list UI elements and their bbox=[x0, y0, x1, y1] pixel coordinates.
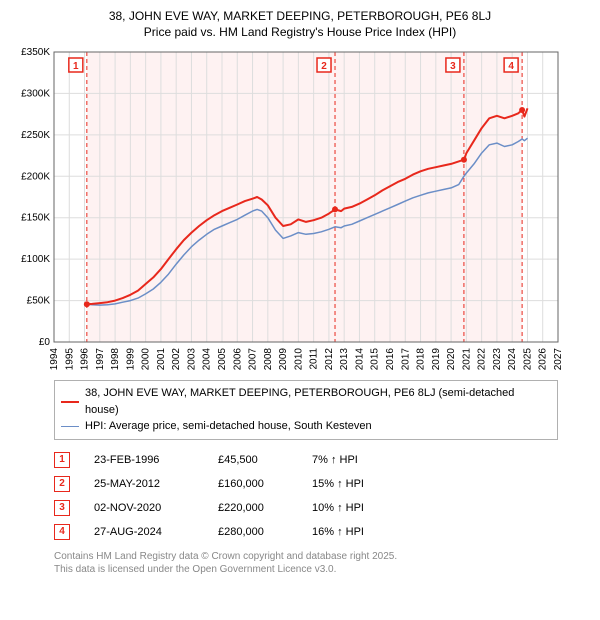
svg-text:2013: 2013 bbox=[339, 348, 350, 371]
svg-text:2017: 2017 bbox=[400, 348, 411, 371]
legend-label: HPI: Average price, semi-detached house,… bbox=[85, 418, 372, 435]
svg-text:2015: 2015 bbox=[370, 348, 381, 371]
transaction-pct: 15% ↑ HPI bbox=[312, 478, 402, 490]
title-line-2: Price paid vs. HM Land Registry's House … bbox=[12, 24, 588, 40]
svg-text:2011: 2011 bbox=[309, 348, 320, 370]
legend-swatch bbox=[61, 426, 79, 427]
svg-text:2009: 2009 bbox=[278, 348, 289, 371]
svg-text:2025: 2025 bbox=[522, 348, 533, 371]
transaction-price: £160,000 bbox=[218, 478, 288, 490]
svg-text:2006: 2006 bbox=[232, 348, 243, 371]
transaction-row: 1 23-FEB-1996 £45,500 7% ↑ HPI bbox=[54, 448, 588, 472]
transaction-badge: 4 bbox=[54, 524, 70, 540]
transaction-pct: 16% ↑ HPI bbox=[312, 526, 402, 538]
svg-text:2005: 2005 bbox=[217, 348, 228, 371]
svg-text:1997: 1997 bbox=[95, 348, 106, 371]
svg-text:2018: 2018 bbox=[416, 348, 427, 371]
svg-text:£300K: £300K bbox=[21, 89, 50, 100]
svg-text:£200K: £200K bbox=[21, 172, 50, 183]
svg-text:£50K: £50K bbox=[27, 296, 51, 307]
transaction-row: 2 25-MAY-2012 £160,000 15% ↑ HPI bbox=[54, 472, 588, 496]
svg-text:2021: 2021 bbox=[461, 348, 472, 371]
svg-text:2024: 2024 bbox=[507, 348, 518, 371]
svg-text:4: 4 bbox=[508, 61, 514, 72]
transaction-price: £280,000 bbox=[218, 526, 288, 538]
legend-swatch bbox=[61, 401, 79, 403]
transaction-table: 1 23-FEB-1996 £45,500 7% ↑ HPI 2 25-MAY-2012 £… bbox=[54, 448, 588, 544]
transaction-date: 02-NOV-2020 bbox=[94, 502, 194, 514]
svg-text:2020: 2020 bbox=[446, 348, 457, 371]
chart-svg: £0 £50K £100K £150K £200K £250K £300K £350K 1994… bbox=[12, 46, 588, 376]
svg-text:2023: 2023 bbox=[492, 348, 503, 371]
plot-area: £0 £50K £100K £150K £200K £250K £300K £350K 1994… bbox=[12, 46, 588, 376]
svg-text:2008: 2008 bbox=[263, 348, 274, 371]
svg-text:2001: 2001 bbox=[156, 348, 167, 371]
legend-row-hpi: HPI: Average price, semi-detached house,… bbox=[61, 418, 551, 435]
footnote-line-1: Contains HM Land Registry data © Crown c… bbox=[54, 550, 588, 564]
svg-text:2004: 2004 bbox=[202, 348, 213, 371]
svg-text:2016: 2016 bbox=[385, 348, 396, 371]
transaction-badge: 1 bbox=[54, 452, 70, 468]
svg-text:2003: 2003 bbox=[186, 348, 197, 371]
svg-text:2010: 2010 bbox=[293, 348, 304, 371]
svg-text:£250K: £250K bbox=[21, 130, 50, 141]
svg-text:1: 1 bbox=[73, 61, 79, 72]
transaction-badge: 2 bbox=[54, 476, 70, 492]
svg-text:£0: £0 bbox=[39, 337, 51, 348]
svg-text:1999: 1999 bbox=[125, 348, 136, 371]
svg-text:3: 3 bbox=[450, 61, 456, 72]
transaction-pct: 7% ↑ HPI bbox=[312, 454, 402, 466]
transaction-badge: 3 bbox=[54, 500, 70, 516]
transaction-date: 23-FEB-1996 bbox=[94, 454, 194, 466]
svg-text:1994: 1994 bbox=[49, 348, 60, 371]
svg-text:1996: 1996 bbox=[80, 348, 91, 371]
svg-text:2: 2 bbox=[321, 61, 327, 72]
svg-text:1995: 1995 bbox=[64, 348, 75, 371]
svg-text:2026: 2026 bbox=[538, 348, 549, 371]
transaction-row: 3 02-NOV-2020 £220,000 10% ↑ HPI bbox=[54, 496, 588, 520]
title-line-1: 38, JOHN EVE WAY, MARKET DEEPING, PETERB… bbox=[12, 8, 588, 24]
transaction-price: £220,000 bbox=[218, 502, 288, 514]
footnote-line-2: This data is licensed under the Open Gov… bbox=[54, 563, 588, 577]
svg-text:£100K: £100K bbox=[21, 255, 50, 266]
legend-label: 38, JOHN EVE WAY, MARKET DEEPING, PETERB… bbox=[85, 385, 551, 418]
transaction-pct: 10% ↑ HPI bbox=[312, 502, 402, 514]
svg-text:2019: 2019 bbox=[431, 348, 442, 371]
svg-text:2007: 2007 bbox=[248, 348, 259, 371]
legend: 38, JOHN EVE WAY, MARKET DEEPING, PETERB… bbox=[54, 380, 558, 440]
chart-container: 38, JOHN EVE WAY, MARKET DEEPING, PETERB… bbox=[0, 0, 600, 589]
footnote: Contains HM Land Registry data © Crown c… bbox=[54, 550, 588, 577]
legend-row-price_paid: 38, JOHN EVE WAY, MARKET DEEPING, PETERB… bbox=[61, 385, 551, 418]
chart-title: 38, JOHN EVE WAY, MARKET DEEPING, PETERB… bbox=[12, 8, 588, 40]
svg-text:2022: 2022 bbox=[477, 348, 488, 371]
svg-text:2012: 2012 bbox=[324, 348, 335, 371]
svg-text:2027: 2027 bbox=[553, 348, 564, 371]
svg-text:2002: 2002 bbox=[171, 348, 182, 371]
svg-text:2014: 2014 bbox=[354, 348, 365, 371]
transaction-date: 25-MAY-2012 bbox=[94, 478, 194, 490]
transaction-date: 27-AUG-2024 bbox=[94, 526, 194, 538]
svg-text:£150K: £150K bbox=[21, 213, 50, 224]
transaction-row: 4 27-AUG-2024 £280,000 16% ↑ HPI bbox=[54, 520, 588, 544]
svg-text:1998: 1998 bbox=[110, 348, 121, 371]
svg-text:£350K: £350K bbox=[21, 47, 50, 58]
transaction-price: £45,500 bbox=[218, 454, 288, 466]
svg-text:2000: 2000 bbox=[141, 348, 152, 371]
